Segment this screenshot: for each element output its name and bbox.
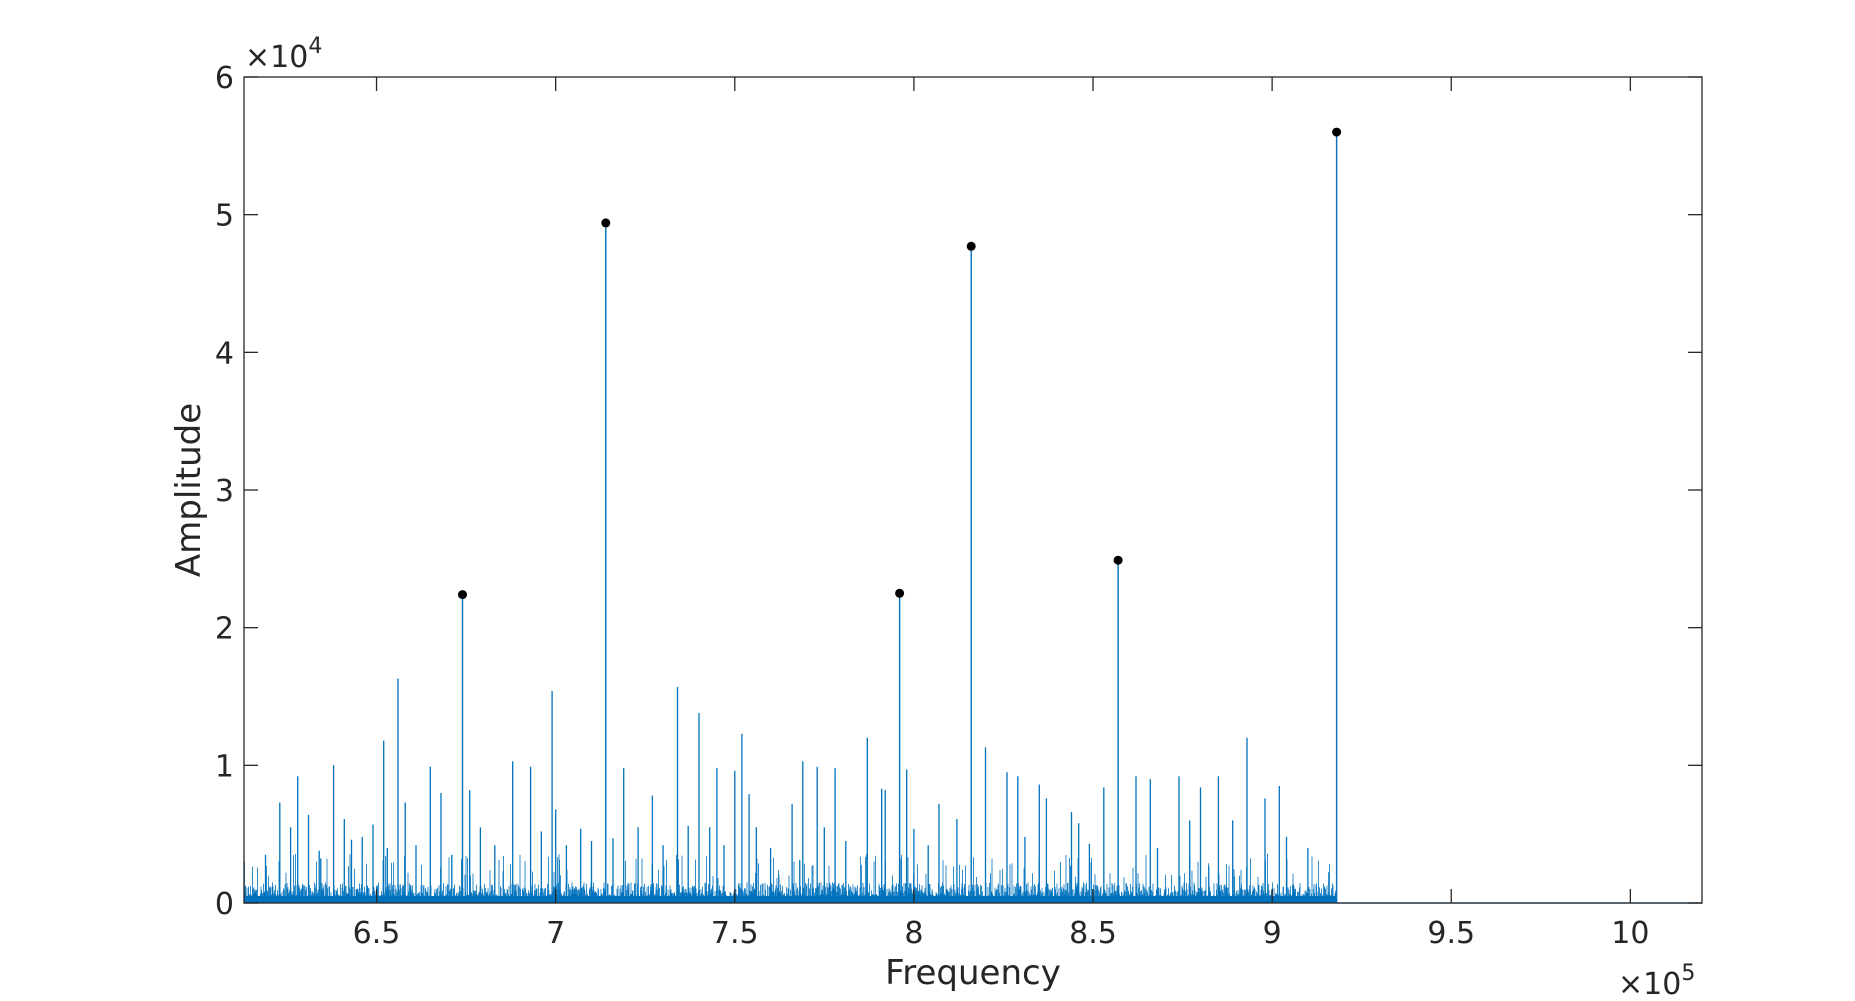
y-tick-label: 3 [215, 474, 234, 509]
y-exponent-power: 4 [308, 34, 322, 59]
major-peaks-series [461, 132, 1338, 903]
x-tick-label: 9.5 [1427, 916, 1475, 951]
y-axis-ticks: 0 1 2 3 4 5 6 [215, 61, 1702, 922]
svg-text:×104: ×104 [245, 34, 322, 75]
peak-marker [601, 218, 611, 228]
svg-text:×105: ×105 [1618, 961, 1695, 1001]
y-tick-label: 5 [215, 199, 234, 234]
y-tick-label: 4 [215, 336, 234, 371]
y-axis-label: Amplitude [169, 403, 209, 577]
minor-peaks-series [264, 678, 1309, 903]
peak-markers [458, 127, 1342, 600]
x-exponent-power: 5 [1681, 961, 1695, 986]
y-exponent-base: 10 [270, 40, 308, 75]
x-tick-label: 9 [1263, 916, 1282, 951]
y-tick-label: 0 [215, 887, 234, 922]
peak-marker [458, 590, 467, 600]
x-tick-label: 8 [904, 916, 923, 951]
y-exponent-label: ×104 [245, 34, 322, 75]
peak-marker [966, 241, 976, 251]
y-tick-label: 6 [215, 61, 234, 96]
noise-floor-band [244, 896, 1337, 903]
x-exponent-base: 10 [1643, 967, 1681, 1001]
peak-marker [1113, 555, 1123, 565]
x-axis-ticks: 6.5 7 7.5 8 8.5 9 9.5 10 [353, 77, 1649, 951]
x-axis-label: Frequency [885, 953, 1061, 993]
plot-area [244, 77, 1702, 903]
x-tick-label: 7.5 [711, 916, 759, 951]
peak-marker [1332, 127, 1342, 137]
y-tick-label: 2 [215, 612, 234, 647]
x-tick-label: 10 [1611, 916, 1649, 951]
y-tick-label: 1 [215, 749, 234, 784]
peak-marker [895, 588, 905, 598]
x-tick-label: 8.5 [1069, 916, 1117, 951]
x-exponent-label: ×105 [1618, 961, 1695, 1001]
x-tick-label: 7 [546, 916, 565, 951]
x-tick-label: 6.5 [353, 916, 401, 951]
